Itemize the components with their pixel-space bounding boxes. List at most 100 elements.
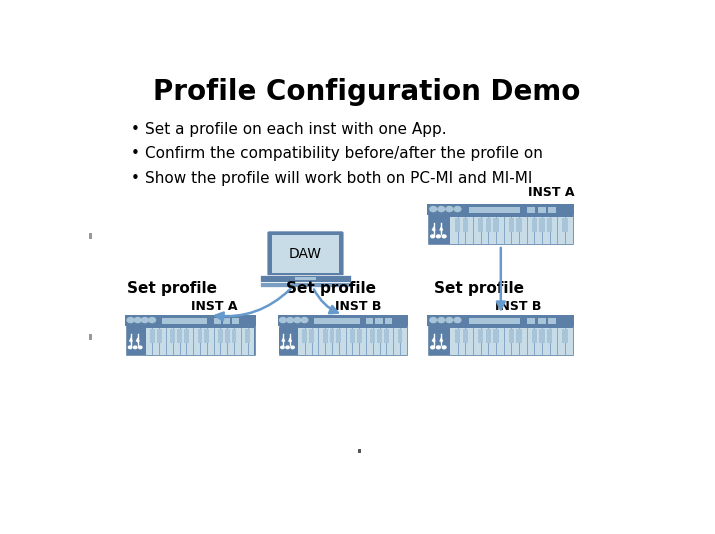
FancyBboxPatch shape: [197, 329, 202, 342]
FancyBboxPatch shape: [370, 329, 375, 342]
Circle shape: [281, 346, 284, 349]
Circle shape: [446, 207, 453, 211]
FancyBboxPatch shape: [170, 329, 175, 342]
FancyBboxPatch shape: [278, 315, 408, 356]
FancyBboxPatch shape: [428, 315, 574, 326]
Text: Show the profile will work both on PC-MI and MI-MI: Show the profile will work both on PC-MI…: [144, 171, 532, 186]
FancyBboxPatch shape: [204, 329, 209, 342]
FancyBboxPatch shape: [493, 218, 499, 232]
Text: INST B: INST B: [335, 300, 382, 313]
FancyBboxPatch shape: [336, 329, 341, 342]
FancyBboxPatch shape: [527, 318, 536, 324]
FancyBboxPatch shape: [375, 318, 383, 324]
FancyBboxPatch shape: [509, 329, 514, 342]
FancyBboxPatch shape: [322, 329, 327, 342]
FancyBboxPatch shape: [455, 329, 460, 342]
Text: INST A: INST A: [191, 300, 237, 313]
Circle shape: [291, 346, 295, 349]
FancyBboxPatch shape: [366, 318, 373, 324]
Circle shape: [454, 318, 461, 323]
Text: Set a profile on each inst with one App.: Set a profile on each inst with one App.: [144, 122, 446, 137]
Circle shape: [430, 207, 437, 211]
FancyBboxPatch shape: [330, 329, 335, 342]
Text: Set profile: Set profile: [127, 281, 217, 296]
FancyBboxPatch shape: [232, 329, 236, 342]
FancyBboxPatch shape: [223, 318, 230, 324]
Circle shape: [454, 207, 461, 211]
FancyBboxPatch shape: [429, 328, 448, 354]
Circle shape: [129, 346, 132, 349]
Circle shape: [134, 346, 137, 349]
Circle shape: [294, 318, 301, 323]
Circle shape: [149, 318, 155, 323]
FancyBboxPatch shape: [428, 204, 574, 245]
FancyBboxPatch shape: [493, 329, 499, 342]
FancyBboxPatch shape: [450, 217, 573, 244]
FancyBboxPatch shape: [162, 318, 207, 324]
FancyBboxPatch shape: [125, 315, 256, 326]
FancyBboxPatch shape: [89, 334, 92, 340]
FancyBboxPatch shape: [455, 218, 460, 232]
FancyBboxPatch shape: [232, 318, 240, 324]
Text: Set profile: Set profile: [434, 281, 524, 296]
FancyBboxPatch shape: [377, 329, 382, 342]
FancyBboxPatch shape: [468, 207, 520, 213]
FancyBboxPatch shape: [429, 217, 448, 242]
Circle shape: [139, 346, 142, 349]
FancyBboxPatch shape: [245, 329, 250, 342]
FancyBboxPatch shape: [350, 329, 355, 342]
FancyBboxPatch shape: [398, 329, 403, 342]
FancyBboxPatch shape: [478, 218, 483, 232]
Text: DAW: DAW: [289, 247, 322, 261]
FancyBboxPatch shape: [509, 218, 514, 232]
Circle shape: [280, 318, 287, 323]
FancyBboxPatch shape: [177, 329, 182, 342]
Text: •: •: [131, 171, 140, 186]
FancyBboxPatch shape: [532, 329, 537, 342]
FancyBboxPatch shape: [478, 329, 483, 342]
FancyBboxPatch shape: [385, 318, 392, 324]
FancyBboxPatch shape: [450, 328, 573, 355]
FancyBboxPatch shape: [463, 218, 468, 232]
Circle shape: [134, 318, 141, 323]
Text: •: •: [131, 146, 140, 161]
FancyBboxPatch shape: [218, 329, 222, 342]
Text: INST A: INST A: [528, 186, 574, 199]
Circle shape: [442, 235, 446, 238]
FancyBboxPatch shape: [428, 315, 574, 356]
FancyBboxPatch shape: [260, 281, 350, 287]
FancyBboxPatch shape: [532, 218, 537, 232]
Circle shape: [436, 235, 440, 238]
FancyBboxPatch shape: [563, 329, 568, 342]
FancyBboxPatch shape: [468, 318, 520, 324]
Circle shape: [430, 235, 435, 238]
FancyBboxPatch shape: [150, 329, 154, 342]
FancyBboxPatch shape: [260, 274, 350, 281]
Circle shape: [127, 318, 134, 323]
Circle shape: [430, 318, 437, 323]
Circle shape: [446, 318, 453, 323]
FancyBboxPatch shape: [527, 207, 536, 213]
FancyBboxPatch shape: [539, 329, 545, 342]
FancyBboxPatch shape: [548, 318, 556, 324]
FancyBboxPatch shape: [272, 235, 339, 272]
Circle shape: [430, 346, 435, 349]
FancyBboxPatch shape: [214, 318, 221, 324]
Circle shape: [442, 346, 446, 349]
FancyBboxPatch shape: [267, 231, 345, 277]
Circle shape: [438, 318, 445, 323]
FancyBboxPatch shape: [225, 329, 230, 342]
FancyBboxPatch shape: [563, 218, 568, 232]
Text: Confirm the compatibility before/after the profile on: Confirm the compatibility before/after t…: [144, 146, 543, 161]
Text: Set profile: Set profile: [286, 281, 376, 296]
FancyBboxPatch shape: [463, 329, 468, 342]
FancyBboxPatch shape: [157, 329, 162, 342]
Circle shape: [436, 346, 440, 349]
FancyBboxPatch shape: [358, 449, 362, 453]
FancyBboxPatch shape: [302, 329, 307, 342]
FancyBboxPatch shape: [298, 328, 407, 355]
FancyBboxPatch shape: [125, 315, 256, 356]
Circle shape: [286, 346, 290, 349]
FancyBboxPatch shape: [547, 329, 553, 342]
Text: INST B: INST B: [495, 300, 542, 313]
